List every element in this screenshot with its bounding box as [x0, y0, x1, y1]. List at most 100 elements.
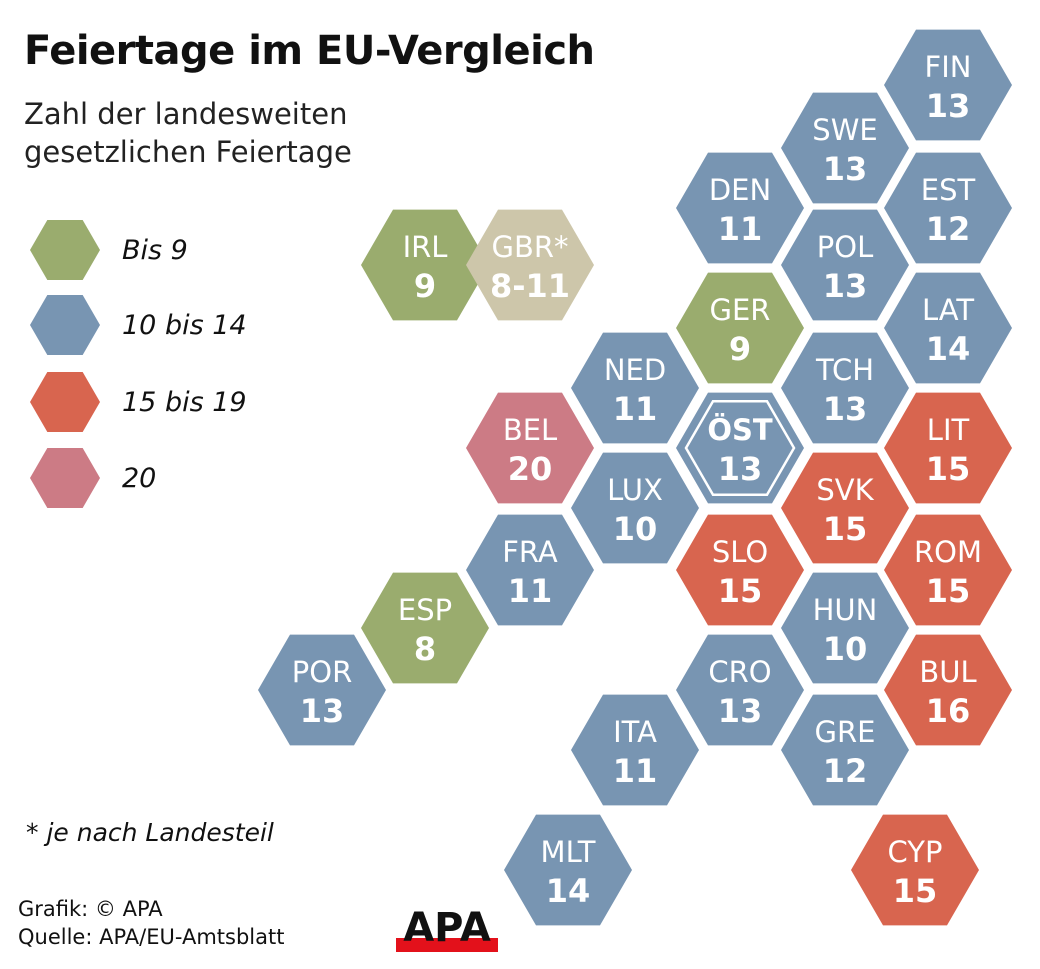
country-code: ROM [914, 535, 982, 569]
country-code: FRA [502, 535, 558, 569]
country-code: BEL [503, 413, 557, 447]
legend-item: Bis 9 [30, 220, 188, 280]
holiday-count: 12 [926, 210, 971, 248]
hex-shape [781, 572, 909, 684]
hex-shape [884, 272, 1012, 384]
holiday-count: 10 [613, 510, 658, 548]
country-hex-gbr: GBR*8-11 [466, 209, 594, 321]
hex-shape [884, 29, 1012, 141]
holiday-count: 14 [546, 872, 591, 910]
holiday-count: 11 [718, 210, 763, 248]
hex-shape [781, 332, 909, 444]
hex-shape [884, 392, 1012, 504]
hex-shape [676, 152, 804, 264]
holiday-count: 20 [508, 450, 553, 488]
legend-item: 15 bis 19 [30, 372, 247, 432]
legend-swatch-hex [30, 372, 100, 432]
legend-item: 20 [30, 448, 156, 508]
legend-label: 20 [122, 462, 157, 494]
hex-shape [884, 152, 1012, 264]
hex-shape [571, 452, 699, 564]
hex-shape [361, 209, 489, 321]
hex-shape [781, 694, 909, 806]
hex-shape [884, 514, 1012, 626]
hex-shape [466, 514, 594, 626]
hex-shape [884, 634, 1012, 746]
hex-shape [676, 392, 804, 504]
country-code: LUX [607, 473, 663, 507]
legend-swatch-hex [30, 448, 100, 508]
hex-shape [258, 634, 386, 746]
holiday-count: 10 [823, 630, 868, 668]
holiday-count: 13 [718, 450, 763, 488]
holiday-count: 15 [718, 572, 763, 610]
country-code: ITA [613, 715, 657, 749]
holiday-count: 8-11 [490, 267, 570, 305]
credit-graphic: Grafik: © APA [18, 897, 163, 921]
holiday-count: 15 [823, 510, 868, 548]
holiday-count: 12 [823, 752, 868, 790]
holiday-count: 11 [613, 752, 658, 790]
country-code: LAT [922, 293, 974, 327]
holiday-count: 13 [926, 87, 971, 125]
holiday-count: 13 [823, 150, 868, 188]
country-code: ESP [398, 593, 452, 627]
holiday-count: 15 [926, 450, 971, 488]
hex-shape [851, 814, 979, 926]
highlight-outline [684, 399, 796, 497]
holiday-count: 13 [823, 267, 868, 305]
country-code: GER [710, 293, 771, 327]
country-code: FIN [925, 50, 972, 84]
hex-shape [466, 209, 594, 321]
credits: Grafik: © APA Quelle: APA/EU-Amtsblatt [18, 895, 284, 951]
credit-source: Quelle: APA/EU-Amtsblatt [18, 925, 285, 949]
legend-label: 15 bis 19 [122, 386, 247, 418]
holiday-count: 9 [414, 267, 436, 305]
holiday-count: 8 [414, 630, 436, 668]
country-code: GBR* [491, 230, 568, 264]
country-code: MLT [541, 835, 596, 869]
holiday-count: 9 [729, 330, 751, 368]
hex-shape [781, 92, 909, 204]
country-code: DEN [709, 173, 771, 207]
legend-label: 10 bis 14 [122, 309, 247, 341]
legend-label: Bis 9 [122, 234, 188, 266]
country-code: ÖST [707, 413, 773, 447]
holiday-count: 11 [508, 572, 553, 610]
hex-shape [466, 392, 594, 504]
hex-shape [504, 814, 632, 926]
country-code: POL [817, 230, 873, 264]
hex-shape [781, 452, 909, 564]
holiday-count: 16 [926, 692, 971, 730]
holiday-count: 15 [893, 872, 938, 910]
footnote: * je nach Landesteil [26, 818, 274, 847]
country-code: EST [921, 173, 976, 207]
hex-shape [676, 634, 804, 746]
apa-logo: APA [396, 905, 498, 952]
country-code: IRL [403, 230, 448, 264]
title: Feiertage im EU-Vergleich [24, 28, 595, 74]
hex-shape [571, 694, 699, 806]
